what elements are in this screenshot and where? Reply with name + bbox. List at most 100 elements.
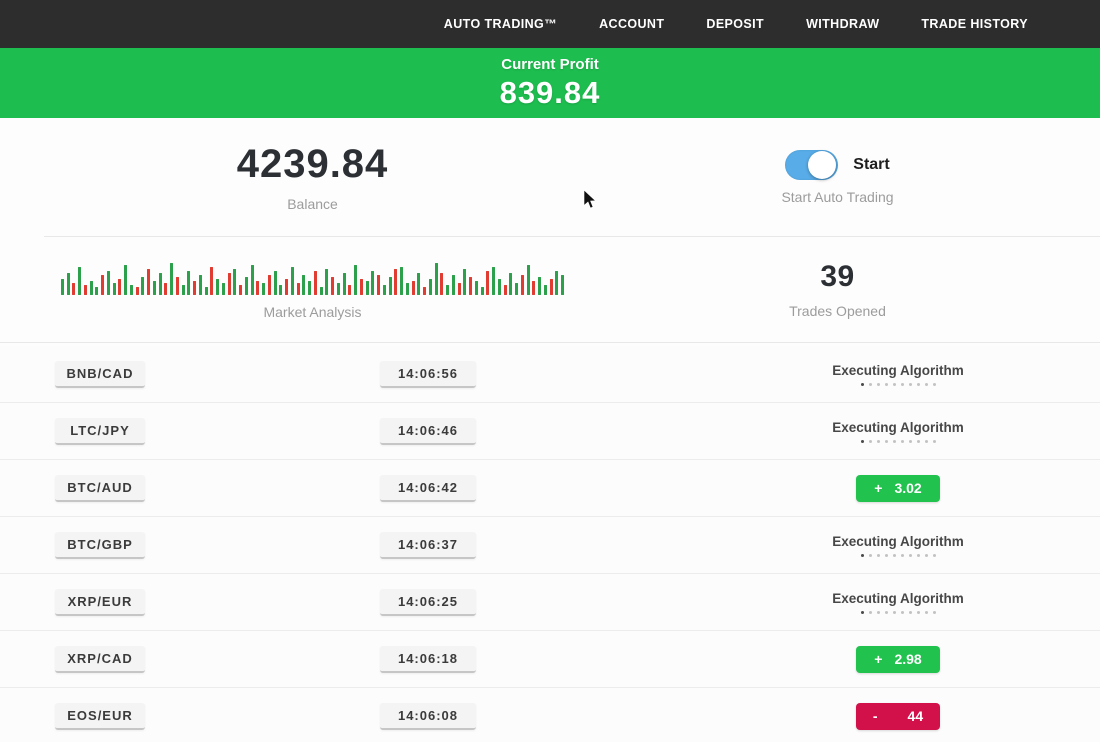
up-bar — [509, 273, 513, 295]
up-bar — [198, 275, 202, 295]
up-bar — [451, 275, 455, 295]
down-bar — [210, 267, 214, 295]
up-bar — [526, 265, 530, 295]
progress-dot — [876, 382, 880, 386]
up-bar — [446, 285, 450, 295]
up-bar — [417, 273, 421, 295]
down-bar — [135, 287, 139, 295]
up-bar — [170, 263, 174, 295]
up-bar — [342, 273, 346, 295]
top-nav: AUTO TRADING™ ACCOUNT DEPOSIT WITHDRAW TRADE… — [0, 0, 1100, 48]
market-analysis-block: Market Analysis — [0, 237, 625, 342]
progress-dot — [916, 610, 920, 614]
nav-item-deposit[interactable]: DEPOSIT — [706, 17, 765, 31]
up-bar — [244, 277, 248, 295]
trade-row: BTC/GBP 14:06:37 Executing Algorithm — [0, 517, 1100, 574]
down-bar — [377, 275, 381, 295]
progress-dot — [860, 382, 864, 386]
up-bar — [152, 281, 156, 295]
progress-dot — [868, 382, 872, 386]
up-bar — [112, 283, 116, 295]
section-divider — [0, 342, 1100, 343]
down-bar — [296, 283, 300, 295]
stats-section-bottom: Market Analysis 39 Trades Opened — [0, 237, 1100, 342]
progress-dots — [860, 610, 936, 614]
progress-dot — [908, 439, 912, 443]
up-bar — [78, 267, 82, 295]
badge-sign: + — [874, 480, 883, 496]
trade-row: BTC/AUD 14:06:42 +3.02 — [0, 460, 1100, 517]
nav-item-withdraw[interactable]: WITHDRAW — [806, 17, 880, 31]
up-bar — [561, 275, 565, 295]
start-auto-trading-toggle[interactable] — [785, 149, 839, 180]
badge-value: 44 — [907, 708, 924, 724]
trades-opened-block: 39 Trades Opened — [625, 237, 1050, 342]
progress-dot — [876, 553, 880, 557]
up-bar — [428, 279, 432, 295]
trade-row: XRP/CAD 14:06:18 +2.98 — [0, 631, 1100, 688]
pair-chip: XRP/CAD — [55, 645, 145, 673]
time-chip: 14:06:56 — [380, 360, 476, 388]
up-bar — [106, 271, 110, 295]
up-bar — [515, 283, 519, 295]
status-cell: Executing Algorithm — [823, 420, 973, 443]
up-bar — [308, 281, 312, 295]
up-bar — [129, 285, 133, 295]
progress-dot — [876, 439, 880, 443]
balance-label: Balance — [287, 196, 338, 212]
mouse-cursor — [583, 190, 597, 209]
executing-algorithm-label: Executing Algorithm — [832, 533, 964, 549]
progress-dot — [884, 610, 888, 614]
executing-algorithm-label: Executing Algorithm — [832, 419, 964, 435]
progress-dot — [924, 382, 928, 386]
progress-dot — [932, 382, 936, 386]
progress-dot — [924, 439, 928, 443]
progress-dot — [900, 553, 904, 557]
section-divider — [44, 236, 1100, 237]
progress-dots — [860, 553, 936, 557]
badge-sign: + — [874, 651, 883, 667]
down-bar — [313, 271, 317, 295]
nav-item-auto-trading[interactable]: AUTO TRADING™ — [443, 17, 558, 31]
nav-item-account[interactable]: ACCOUNT — [599, 17, 665, 31]
pair-chip: BNB/CAD — [55, 360, 145, 388]
pair-chip: LTC/JPY — [55, 417, 145, 445]
up-bar — [66, 273, 70, 295]
progress-dot — [860, 439, 864, 443]
up-bar — [221, 283, 225, 295]
stats-section-top: 4239.84 Balance Start Start Auto Trading — [0, 118, 1100, 236]
balance-block: 4239.84 Balance — [0, 118, 625, 236]
progress-dot — [868, 610, 872, 614]
badge-value: 2.98 — [894, 651, 922, 667]
status-cell: Executing Algorithm — [823, 363, 973, 386]
progress-dots — [860, 382, 936, 386]
executing-algorithm-label: Executing Algorithm — [832, 590, 964, 606]
down-bar — [267, 275, 271, 295]
trade-row: EOS/EUR 14:06:08 - 44 — [0, 688, 1100, 742]
up-bar — [95, 287, 99, 295]
pair-chip: XRP/EUR — [55, 588, 145, 616]
progress-dot — [892, 439, 896, 443]
time-chip: 14:06:25 — [380, 588, 476, 616]
nav-item-trade-history[interactable]: TRADE HISTORY — [921, 17, 1028, 31]
down-bar — [440, 273, 444, 295]
current-profit-banner: Current Profit 839.84 — [0, 48, 1100, 118]
progress-dot — [908, 610, 912, 614]
down-bar — [359, 279, 363, 295]
current-profit-value: 839.84 — [499, 74, 601, 110]
up-bar — [434, 263, 438, 295]
time-chip: 14:06:37 — [380, 531, 476, 559]
trades-opened-value: 39 — [820, 260, 855, 293]
market-analysis-chart — [60, 259, 565, 295]
pair-chip: BTC/GBP — [55, 531, 145, 559]
down-bar — [457, 283, 461, 295]
progress-dot — [916, 439, 920, 443]
progress-dot — [900, 439, 904, 443]
toggle-start-label: Start — [853, 155, 890, 173]
current-profit-label: Current Profit — [501, 55, 599, 73]
down-bar — [469, 277, 473, 295]
progress-dot — [908, 382, 912, 386]
down-bar — [83, 285, 87, 295]
progress-dot — [892, 610, 896, 614]
down-bar — [285, 279, 289, 295]
